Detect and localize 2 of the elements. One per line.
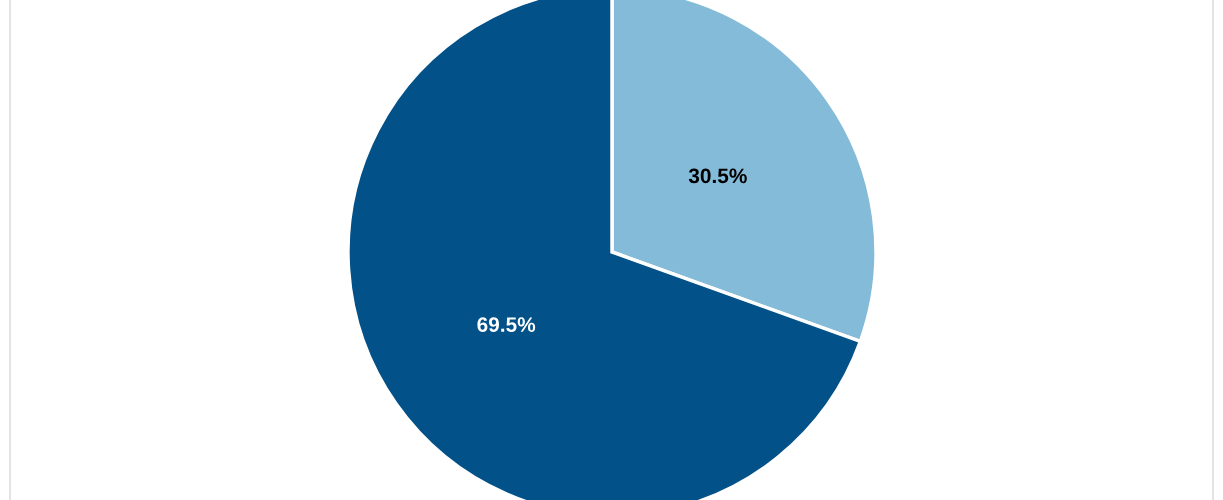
- data-label: 30.5%: [688, 168, 747, 184]
- data-label: 69.5%: [477, 317, 536, 332]
